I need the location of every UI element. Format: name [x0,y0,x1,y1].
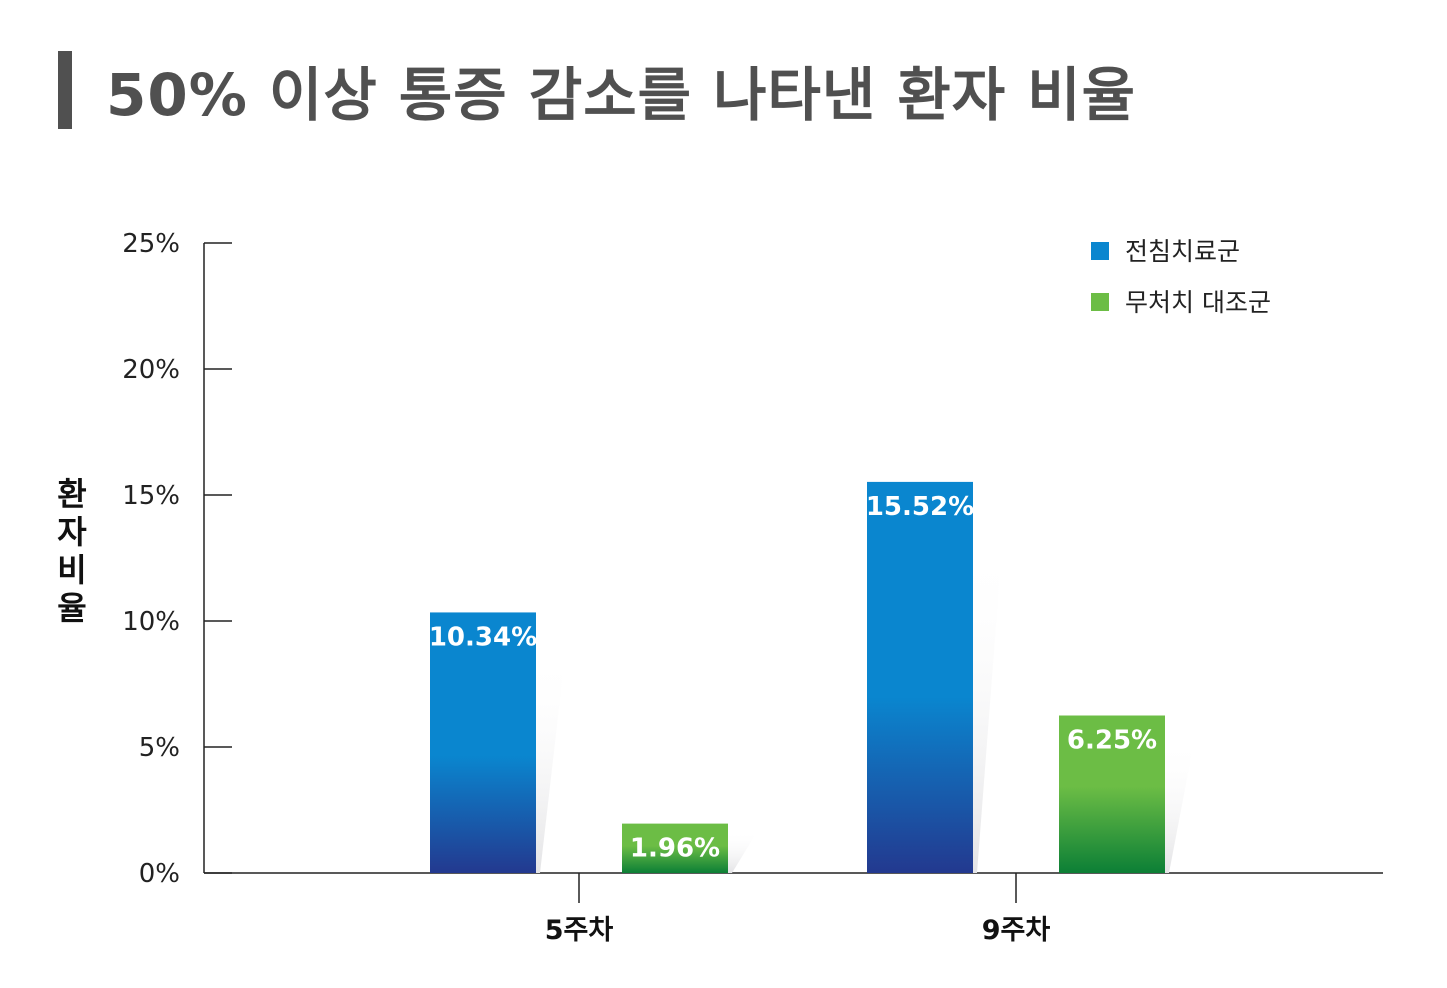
bar-control [622,823,728,873]
bar-treatment [867,481,973,873]
x-axis: 5주차 9주차 [204,872,1383,946]
y-tick-label: 25% [122,229,180,259]
bar-treatment [430,612,536,873]
y-axis-title-char: 자 [57,513,87,551]
bar-value-label: 6.25% [1067,726,1157,756]
bars: 10.34% 1.96% 15.52% 6.25% [429,481,1193,873]
bar-control [1059,715,1165,873]
y-tick-label: 15% [122,481,180,511]
y-tick-label: 20% [122,355,180,385]
bar-value-label: 10.34% [429,622,537,652]
title-block: 50% 이상 통증 감소를 나타낸 환자 비율 [58,50,1136,130]
x-category-label: 9주차 [982,915,1051,946]
bar-value-label: 15.52% [866,492,974,522]
y-tick-label: 10% [122,607,180,637]
bar-shadow [1165,739,1193,873]
legend-swatch [1091,242,1109,260]
legend-label: 무처치 대조군 [1125,288,1271,317]
y-axis-title-char: 비 [57,551,86,589]
y-tick-label: 0% [139,859,180,889]
y-axis-title-char: 율 [57,589,86,627]
y-axis: 0% 5% 10% 15% 20% 25% [122,229,232,889]
legend-label: 전침치료군 [1125,237,1240,266]
y-axis-title-char: 환 [57,475,86,513]
bar-shadow [536,651,564,873]
x-category-label: 5주차 [545,915,614,946]
bar-shadow [728,831,756,873]
bar-value-label: 1.96% [630,834,720,864]
bar-shadow [973,540,1001,873]
title-accent-bar [58,51,72,129]
chart-title: 50% 이상 통증 감소를 나타낸 환자 비율 [106,61,1137,129]
legend-swatch [1091,293,1109,311]
y-tick-label: 5% [139,733,180,763]
